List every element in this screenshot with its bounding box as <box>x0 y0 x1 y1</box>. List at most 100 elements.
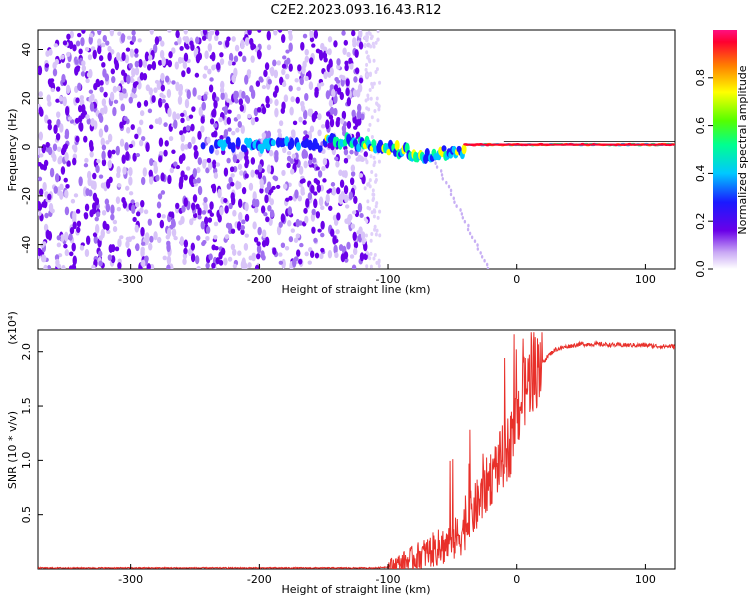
spectrogram-cell <box>196 265 201 269</box>
spectrogram-cell <box>355 131 361 139</box>
spectrogram-cell <box>92 172 97 180</box>
spectrogram-cell <box>266 44 272 51</box>
spectrogram-cell <box>243 262 248 269</box>
spectrogram-cell <box>97 45 102 55</box>
spectrogram-cell <box>278 252 283 257</box>
spectrogram-cell <box>194 255 200 265</box>
spectrogram-cell <box>283 94 289 103</box>
spectrogram-cell <box>105 40 110 46</box>
spectrogram-cell <box>47 193 52 201</box>
spectrogram-cell <box>366 199 370 204</box>
spectrogram-cell <box>183 197 188 208</box>
spectrogram-cell <box>459 208 462 212</box>
spectrogram-cell <box>184 35 190 44</box>
spectrogram-cell <box>134 224 139 233</box>
spectrogram-cell <box>149 158 154 166</box>
spectrogram-cell <box>47 146 53 156</box>
spectrogram-cell <box>114 61 120 71</box>
spectrogram-cell <box>107 254 113 261</box>
spectrogram-cell <box>289 106 294 116</box>
spectrogram-cell <box>101 61 106 68</box>
spectrogram-cell <box>365 160 369 165</box>
spectrogram-cell <box>57 156 63 163</box>
x-tick-label: 0 <box>513 273 520 286</box>
spectrogram-cell <box>232 209 237 217</box>
spectrogram-cell <box>171 47 176 54</box>
spectrogram-cell <box>101 158 107 167</box>
spectrogram-cell <box>281 34 286 44</box>
spectrogram-cell <box>124 142 129 151</box>
spectrogram-cell <box>134 133 139 140</box>
snr-panel: -300 -200 -100 0 100 2.0 1.5 1.0 0.5 Height of … <box>6 311 676 596</box>
spectrogram-cell <box>231 130 236 136</box>
spectrogram-cell <box>102 35 107 43</box>
spectrogram-cell <box>173 161 178 167</box>
spectrogram-cell <box>72 44 77 52</box>
spectrogram-cell <box>366 93 370 98</box>
spectrogram-cell <box>327 48 332 56</box>
spectrogram-cell <box>346 154 351 160</box>
spectrogram-cell <box>156 236 162 244</box>
spectrogram-cell <box>125 47 131 52</box>
spectrogram-cell <box>288 195 293 201</box>
spectrogram-cell <box>357 83 363 93</box>
spectrogram-cell <box>145 142 150 153</box>
spectrogram-cell <box>295 233 301 239</box>
spectrogram-cell <box>175 113 181 120</box>
spectrogram-cell <box>375 201 379 206</box>
spectrogram-cell <box>352 231 357 242</box>
spectrogram-cell <box>353 241 359 249</box>
spectrogram-cell <box>273 30 278 36</box>
spectrogram-cell <box>138 58 143 68</box>
spectrogram-cell <box>90 117 95 127</box>
spectrogram-cell <box>83 212 89 220</box>
spectrogram-cell <box>125 240 130 249</box>
spectrogram-cell <box>269 67 274 74</box>
spectrogram-cell <box>54 58 60 65</box>
spectrogram-cell <box>98 235 104 241</box>
spectrogram-cell <box>183 174 188 181</box>
spectrogram-cell <box>204 50 209 60</box>
spectrogram-cell <box>367 107 371 112</box>
spectrogram-cell <box>79 245 85 251</box>
spectrogram-cell <box>253 206 259 214</box>
spectrogram-cell <box>217 188 222 199</box>
y-tick-label: 1.0 <box>20 452 33 470</box>
spectrogram-cell <box>358 226 363 235</box>
spectrogram-cell <box>345 87 350 97</box>
spectrogram-cell <box>158 155 163 163</box>
spectrogram-cell <box>128 143 134 149</box>
spectrogram-cell <box>339 117 345 125</box>
spectrogram-cell <box>243 242 249 251</box>
spectrogram-cell <box>74 59 79 65</box>
spectrogram-cell <box>219 58 225 65</box>
spectrogram-cell <box>171 228 177 238</box>
spectrogram-cell <box>126 248 132 258</box>
spectrogram-cell <box>207 217 213 223</box>
spectrogram-cell <box>147 108 153 114</box>
spectrogram-cell <box>278 120 284 127</box>
spectrogram-cell <box>286 155 292 162</box>
spectrogram-cell <box>308 153 313 161</box>
spectrogram-cell <box>258 76 263 82</box>
spectrogram-cell <box>214 30 220 36</box>
spectrogram-x-ticks: -300 -200 -100 0 100 <box>118 264 656 286</box>
spectrogram-cell <box>320 205 325 211</box>
spectrogram-cell <box>101 209 107 216</box>
spectrogram-cell <box>297 195 302 202</box>
spectrogram-cell <box>89 151 94 158</box>
spectrogram-cell <box>104 124 109 133</box>
signal-cell <box>235 137 241 148</box>
spectrogram-cell <box>238 151 243 161</box>
spectrogram-cell <box>315 211 321 219</box>
spectrogram-cell <box>227 109 232 114</box>
spectrogram-cell <box>105 203 111 213</box>
spectrogram-cell <box>66 33 71 40</box>
spectrogram-cell <box>470 235 474 240</box>
spectrogram-cell <box>354 49 359 58</box>
snr-frame <box>37 329 676 570</box>
spectrogram-cell <box>268 149 274 157</box>
spectrogram-cell <box>225 39 230 48</box>
spectrogram-cell <box>39 153 44 158</box>
spectrogram-heatmap <box>38 30 675 269</box>
